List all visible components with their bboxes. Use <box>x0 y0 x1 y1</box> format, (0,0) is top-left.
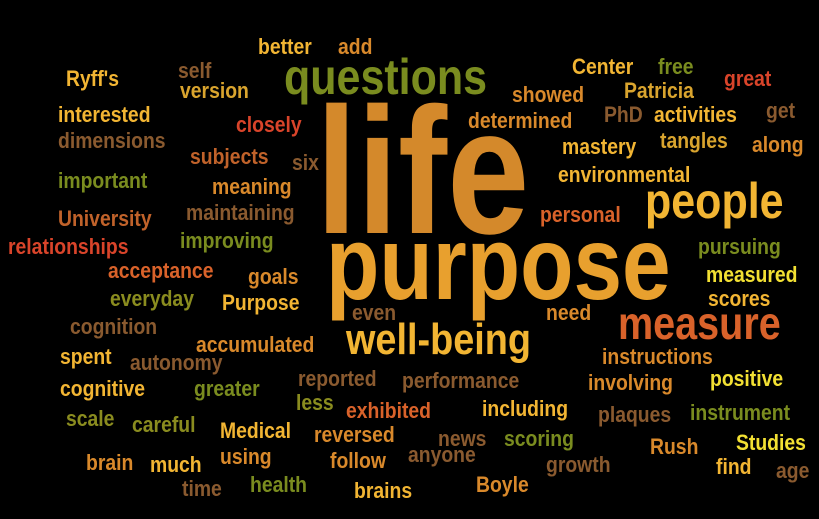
word-even: even <box>352 300 397 325</box>
word-health: health <box>250 472 308 497</box>
word-determined: determined <box>468 108 573 133</box>
word-medical: Medical <box>220 418 292 443</box>
word-measured: measured <box>706 262 798 287</box>
word-improving: improving <box>180 228 274 253</box>
word-free: free <box>658 54 694 79</box>
word-subjects: subjects <box>190 144 269 169</box>
word-growth: growth <box>546 452 611 477</box>
word-scoring: scoring <box>504 426 574 451</box>
word-closely: closely <box>236 112 302 137</box>
word-environmental: environmental <box>558 162 691 187</box>
word-version: version <box>180 78 249 103</box>
word-center: Center <box>572 54 634 79</box>
word-studies: Studies <box>736 430 806 455</box>
word-plaques: plaques <box>598 402 672 427</box>
word-careful: careful <box>132 412 196 437</box>
word-mastery: mastery <box>562 134 637 159</box>
word-brain: brain <box>86 450 134 475</box>
word-pursuing: pursuing <box>698 234 781 259</box>
word-involving: involving <box>588 370 673 395</box>
word-less: less <box>296 390 334 415</box>
word-reversed: reversed <box>314 422 395 447</box>
word-rush: Rush <box>650 434 699 459</box>
word-boyle: Boyle <box>476 472 529 497</box>
word-tangles: tangles <box>660 128 728 153</box>
word-self: self <box>178 58 212 83</box>
word-follow: follow <box>330 448 386 473</box>
word-life: life <box>316 71 530 272</box>
word-time: time <box>182 476 222 501</box>
word-reported: reported <box>298 366 377 391</box>
word-instructions: instructions <box>602 344 713 369</box>
word-accumulated: accumulated <box>196 332 315 357</box>
word-cognitive: cognitive <box>60 376 145 401</box>
word-need: need <box>546 300 592 325</box>
word-along: along <box>752 132 804 157</box>
word-great: great <box>724 66 772 91</box>
word-add: add <box>338 34 373 59</box>
word-dimensions: dimensions <box>58 128 166 153</box>
word-spent: spent <box>60 344 112 369</box>
word-interested: interested <box>58 102 151 127</box>
word-anyone: anyone <box>408 442 476 467</box>
word-meaning: meaning <box>212 174 292 199</box>
word-greater: greater <box>194 376 260 401</box>
word-better: better <box>258 34 312 59</box>
word-everyday: everyday <box>110 286 194 311</box>
word-university: University <box>58 206 152 231</box>
word-six: six <box>292 150 319 175</box>
word-cognition: cognition <box>70 314 158 339</box>
word-brains: brains <box>354 478 413 503</box>
word-important: important <box>58 168 148 193</box>
word-positive: positive <box>710 366 784 391</box>
word-purpose: purpose <box>326 206 671 322</box>
word-maintaining: maintaining <box>186 200 295 225</box>
word-much: much <box>150 452 202 477</box>
word-questions: questions <box>284 49 488 105</box>
word-ryffs: Ryff's <box>66 66 120 91</box>
word-patricia: Patricia <box>624 78 694 103</box>
word-age: age <box>776 458 810 483</box>
word-people: people <box>645 173 784 229</box>
word-news: news <box>438 426 487 451</box>
word-activities: activities <box>654 102 737 127</box>
word-purpose-small: Purpose <box>222 290 300 315</box>
word-relationships: relationships <box>8 234 129 259</box>
word-using: using <box>220 444 272 469</box>
word-exhibited: exhibited <box>346 398 431 423</box>
word-get: get <box>766 98 796 123</box>
word-instrument: instrument <box>690 400 791 425</box>
word-performance: performance <box>402 368 520 393</box>
word-scale: scale <box>66 406 115 431</box>
word-well-being: well-being <box>346 315 532 364</box>
word-personal: personal <box>540 202 621 227</box>
word-scores: scores <box>708 286 771 311</box>
word-showed: showed <box>512 82 585 107</box>
word-autonomy: autonomy <box>130 350 223 375</box>
word-find: find <box>716 454 752 479</box>
word-phd: PhD <box>604 102 643 127</box>
word-including: including <box>482 396 569 421</box>
word-measure: measure <box>618 297 781 349</box>
word-goals: goals <box>248 264 299 289</box>
word-acceptance: acceptance <box>108 258 214 283</box>
